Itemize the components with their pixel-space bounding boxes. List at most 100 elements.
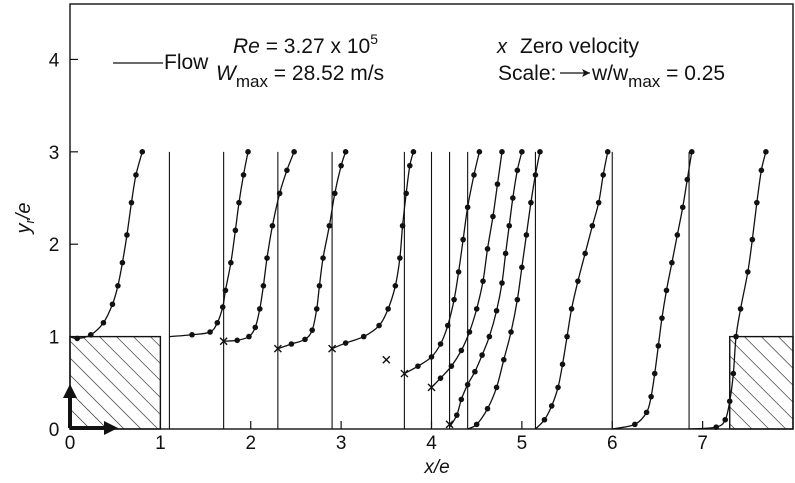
profile-point	[124, 232, 130, 238]
profile-point	[523, 232, 530, 238]
profile-point	[514, 296, 521, 303]
profile-point	[410, 149, 417, 155]
rib-1	[69, 335, 162, 430]
profile-curve	[223, 151, 295, 342]
profile-point	[133, 172, 139, 178]
x-tick-label-5: 5	[517, 433, 528, 454]
profile-point	[663, 287, 670, 294]
profile-point	[555, 384, 561, 391]
profile-point	[115, 282, 121, 289]
profile-point	[407, 162, 413, 169]
profile-point	[234, 337, 240, 344]
y-tick-label-4: 4	[49, 50, 60, 71]
profile-9	[467, 149, 543, 430]
profile-point	[514, 167, 521, 174]
profile-point	[471, 172, 477, 178]
profile-point	[139, 149, 146, 155]
zero-velocity-point-6	[427, 383, 436, 392]
profile-point	[528, 199, 534, 206]
profile-point	[458, 347, 465, 354]
profile-point	[454, 412, 460, 418]
profile-point	[232, 227, 239, 234]
profile-point	[236, 199, 242, 206]
profile-point	[502, 250, 509, 257]
profile-point	[486, 333, 493, 340]
profile-point	[74, 335, 81, 342]
profile-point	[472, 368, 478, 375]
profile-3	[223, 149, 297, 429]
origin-arrowhead-y	[63, 384, 77, 398]
scale-arrow-head	[582, 69, 590, 77]
zero-velocity-label: Zero velocity	[520, 35, 640, 58]
profile-10	[534, 149, 611, 430]
profile-point	[480, 278, 486, 284]
profile-2	[168, 149, 251, 429]
profile-curve	[331, 151, 415, 350]
profile-point	[451, 296, 457, 303]
profile-point	[245, 149, 251, 155]
profile-5	[331, 149, 417, 429]
profile-7	[430, 149, 505, 429]
reynolds-symbol: Re	[233, 35, 260, 58]
profile-8	[449, 149, 525, 429]
profile-point	[219, 304, 226, 310]
profile-point	[679, 204, 686, 211]
profile-point	[376, 322, 382, 329]
profile-point	[493, 384, 500, 391]
profile-point	[264, 255, 270, 261]
profile-point	[669, 259, 675, 266]
profile-point	[415, 363, 421, 369]
profile-point	[643, 409, 650, 416]
profile-point	[228, 259, 234, 266]
zero-velocity-point-4	[382, 355, 391, 364]
profile-4	[277, 149, 349, 429]
x-tick-label-6: 6	[607, 433, 618, 454]
profile-point	[338, 162, 344, 169]
max-velocity-sub: max	[236, 72, 269, 91]
max-velocity-value: = 28.52 m/s	[268, 62, 384, 85]
profile-point	[568, 306, 575, 312]
ribs-layer	[69, 335, 794, 430]
profile-point	[207, 329, 213, 335]
flow-label: Flow	[164, 51, 209, 74]
profile-point	[499, 149, 505, 155]
profile-curve	[467, 151, 541, 430]
profile-point	[397, 255, 403, 261]
zero-x-stroke-b	[400, 369, 409, 378]
profile-point	[252, 324, 259, 331]
profile-point	[726, 398, 733, 405]
profile-curve	[612, 151, 693, 430]
reynolds-number: Re = 3.27 x 105	[233, 31, 378, 58]
profile-point	[564, 333, 570, 340]
zero-velocity-marker: x	[496, 36, 508, 58]
profile-point	[288, 341, 295, 347]
profile-curve	[449, 151, 523, 428]
zero-velocity-point-2	[273, 344, 282, 353]
profile-point	[648, 393, 654, 400]
reynolds-value: = 3.27 x 10	[260, 35, 370, 58]
profile-point	[302, 336, 308, 343]
profile-point	[733, 333, 739, 340]
profile-point	[589, 222, 596, 229]
origin-arrowhead-x	[104, 421, 118, 435]
profile-point	[508, 329, 514, 335]
profile-point	[119, 259, 126, 266]
max-velocity-symbol: W	[216, 62, 238, 85]
profile-point	[479, 352, 485, 358]
profile-point	[490, 213, 496, 220]
profile-point	[501, 356, 507, 363]
profile-point	[722, 416, 729, 423]
profile-point	[493, 307, 500, 314]
profile-point	[674, 232, 681, 238]
profile-point	[269, 222, 276, 229]
profile-point	[484, 405, 491, 412]
profile-point	[745, 269, 751, 275]
plot-frame	[69, 3, 794, 430]
y-axis-label-main: y	[13, 223, 35, 236]
profile-point	[214, 319, 221, 326]
y-tick-label-3: 3	[49, 143, 60, 164]
y-tick-label-2: 2	[49, 235, 60, 256]
profile-point	[548, 403, 555, 409]
legend-annotations: Flow Re = 3.27 x 105 Wmax = 28.52 m/s x …	[113, 31, 725, 91]
profile-point	[604, 149, 611, 155]
